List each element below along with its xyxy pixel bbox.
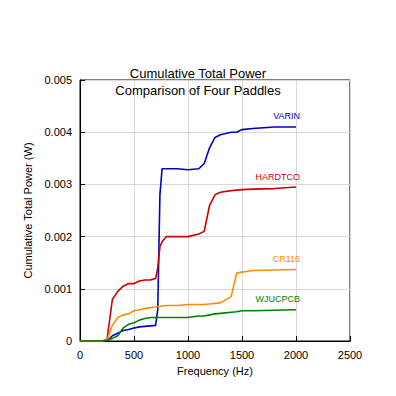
svg-text:1000: 1000 — [176, 349, 200, 361]
svg-text:Comparison of Four Paddles: Comparison of Four Paddles — [115, 83, 281, 98]
svg-text:0.002: 0.002 — [44, 231, 72, 243]
svg-text:WJUCPCB: WJUCPCB — [256, 294, 301, 304]
svg-text:0: 0 — [77, 349, 83, 361]
svg-text:0.001: 0.001 — [44, 283, 72, 295]
svg-text:Cumulative Total Power: Cumulative Total Power — [130, 66, 267, 81]
svg-text:CR116: CR116 — [273, 254, 300, 264]
svg-text:Frequency (Hz): Frequency (Hz) — [177, 365, 253, 377]
svg-text:0: 0 — [66, 335, 72, 347]
svg-text:0.003: 0.003 — [44, 178, 72, 190]
svg-text:Cumulative Total Power (W): Cumulative Total Power (W) — [22, 142, 34, 278]
svg-text:0.005: 0.005 — [44, 74, 72, 86]
svg-text:2500: 2500 — [338, 349, 362, 361]
svg-text:0.004: 0.004 — [44, 126, 72, 138]
svg-text:1500: 1500 — [230, 349, 254, 361]
svg-text:500: 500 — [125, 349, 143, 361]
svg-text:HARDTCO: HARDTCO — [256, 172, 301, 182]
svg-text:VARIN: VARIN — [273, 111, 300, 121]
svg-text:2000: 2000 — [284, 349, 308, 361]
